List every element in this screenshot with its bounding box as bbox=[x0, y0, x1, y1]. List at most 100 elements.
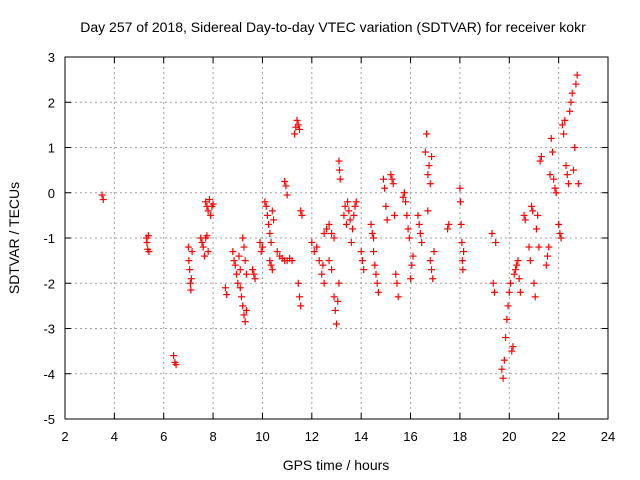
y-tick-label: 0 bbox=[48, 186, 55, 201]
data-point bbox=[204, 248, 212, 256]
data-point bbox=[239, 302, 247, 310]
y-tick-label: 1 bbox=[48, 141, 55, 156]
data-point bbox=[144, 232, 152, 240]
data-point bbox=[143, 239, 151, 247]
data-point bbox=[323, 225, 331, 233]
data-point bbox=[204, 207, 212, 215]
data-point bbox=[346, 216, 354, 224]
data-point bbox=[335, 157, 343, 165]
data-point bbox=[504, 302, 512, 310]
data-point bbox=[186, 266, 194, 274]
x-tick-label: 14 bbox=[354, 429, 368, 444]
data-point bbox=[456, 198, 464, 206]
data-point bbox=[550, 175, 558, 183]
data-point bbox=[288, 257, 296, 265]
data-point bbox=[297, 207, 305, 215]
data-point bbox=[258, 243, 266, 251]
data-point bbox=[400, 189, 408, 197]
x-tick-labels: 2 4 6 8 10 12 14 16 18 20 22 24 bbox=[61, 429, 615, 444]
data-point bbox=[350, 211, 358, 219]
data-point bbox=[374, 288, 382, 296]
data-point bbox=[334, 297, 342, 305]
data-point bbox=[498, 365, 506, 373]
data-point bbox=[308, 239, 316, 247]
x-tick-label: 2 bbox=[61, 429, 68, 444]
data-point bbox=[328, 266, 336, 274]
data-point bbox=[333, 320, 340, 328]
data-point bbox=[198, 239, 206, 247]
data-point bbox=[145, 248, 153, 256]
data-point bbox=[293, 116, 301, 124]
data-point bbox=[421, 148, 429, 156]
data-point bbox=[341, 202, 349, 210]
data-point bbox=[335, 166, 343, 174]
data-point bbox=[240, 243, 248, 251]
data-point bbox=[394, 293, 402, 301]
data-point bbox=[456, 184, 464, 192]
y-tick-label: -4 bbox=[43, 367, 55, 382]
data-point bbox=[551, 184, 559, 192]
y-tick-label: -5 bbox=[43, 412, 55, 427]
data-point bbox=[381, 184, 389, 192]
data-point bbox=[256, 239, 264, 247]
data-point bbox=[445, 220, 453, 228]
data-point bbox=[428, 266, 436, 274]
data-point bbox=[428, 153, 436, 161]
axis-ticks bbox=[64, 56, 609, 420]
data-point bbox=[492, 239, 500, 247]
data-point bbox=[379, 175, 387, 183]
data-point bbox=[460, 248, 468, 256]
data-point bbox=[567, 98, 575, 106]
data-point bbox=[235, 252, 243, 260]
data-point bbox=[423, 130, 431, 138]
data-point bbox=[552, 189, 560, 197]
data-point bbox=[360, 266, 368, 274]
data-point bbox=[187, 275, 195, 283]
y-tick-label: -2 bbox=[43, 276, 55, 291]
data-point bbox=[424, 171, 432, 179]
data-point bbox=[335, 279, 343, 287]
data-point bbox=[344, 198, 352, 206]
data-point bbox=[184, 243, 192, 251]
data-point bbox=[535, 243, 543, 251]
data-point bbox=[387, 171, 395, 179]
data-point bbox=[499, 374, 507, 382]
data-point bbox=[266, 257, 274, 265]
data-point bbox=[367, 220, 375, 228]
data-point bbox=[340, 211, 348, 219]
data-point bbox=[545, 243, 553, 251]
x-tick-label: 6 bbox=[160, 429, 167, 444]
data-point bbox=[231, 261, 239, 269]
data-point bbox=[557, 234, 565, 242]
data-point bbox=[532, 225, 540, 233]
data-point bbox=[236, 284, 244, 292]
x-tick-label: 8 bbox=[209, 429, 216, 444]
data-point bbox=[510, 270, 518, 278]
y-axis-label: SDTVAR / TECUs bbox=[6, 182, 22, 294]
data-point bbox=[536, 157, 544, 165]
data-point bbox=[393, 279, 401, 287]
y-tick-label: 2 bbox=[48, 95, 55, 110]
data-point bbox=[186, 279, 194, 287]
y-tick-label: -3 bbox=[43, 322, 55, 337]
data-point bbox=[430, 248, 438, 256]
data-point bbox=[267, 239, 275, 247]
data-point bbox=[315, 257, 323, 265]
data-point bbox=[547, 134, 555, 142]
data-point bbox=[345, 207, 353, 215]
data-point bbox=[263, 211, 271, 219]
data-point bbox=[515, 275, 523, 283]
data-point bbox=[514, 257, 522, 265]
data-point bbox=[281, 177, 289, 185]
data-point bbox=[266, 229, 274, 237]
data-point bbox=[99, 196, 107, 204]
data-point bbox=[489, 279, 497, 287]
data-point bbox=[242, 270, 250, 278]
data-point bbox=[556, 229, 564, 237]
data-point bbox=[565, 180, 573, 188]
data-point bbox=[200, 252, 208, 260]
data-point bbox=[569, 166, 577, 174]
data-point bbox=[241, 318, 249, 326]
data-point bbox=[261, 198, 269, 206]
